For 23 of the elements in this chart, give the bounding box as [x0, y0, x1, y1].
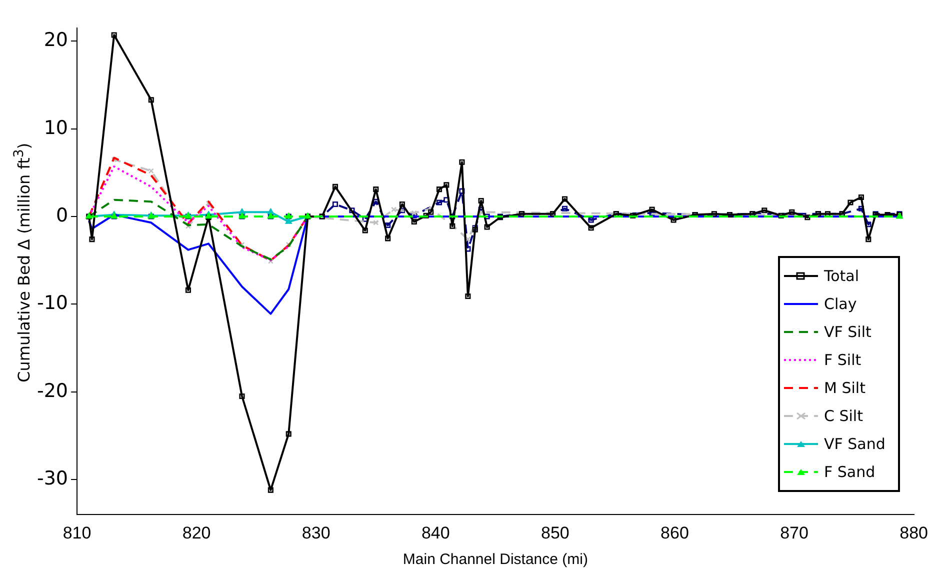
y-tick-label: 20	[44, 29, 68, 52]
x-axis-title: Main Channel Distance (mi)	[402, 551, 588, 568]
y-tick-label: -30	[36, 467, 68, 490]
legend-label: C Silt	[824, 407, 863, 425]
legend-label: Clay	[824, 295, 857, 313]
y-tick-label: -20	[36, 380, 68, 402]
legend-label: VF Sand	[824, 435, 886, 453]
x-tick-label: 860	[660, 523, 689, 542]
x-tick-label: 850	[541, 523, 570, 542]
y-tick-label: 10	[44, 116, 68, 139]
legend-label: VF Silt	[824, 323, 872, 341]
x-tick-label: 880	[900, 523, 928, 542]
legend-label: M Silt	[824, 379, 866, 397]
y-tick-label: -10	[36, 292, 68, 314]
x-tick-label: 830	[302, 523, 330, 542]
x-tick-label: 810	[62, 523, 92, 542]
legend-label: F Sand	[824, 463, 876, 481]
x-tick-label: 820	[182, 523, 211, 542]
x-tick-label: 870	[780, 523, 808, 542]
x-tick-label: 840	[421, 523, 450, 542]
y-tick-label: 0	[56, 204, 68, 226]
legend-label: Total	[824, 267, 860, 285]
legend-label: F Silt	[824, 351, 862, 369]
